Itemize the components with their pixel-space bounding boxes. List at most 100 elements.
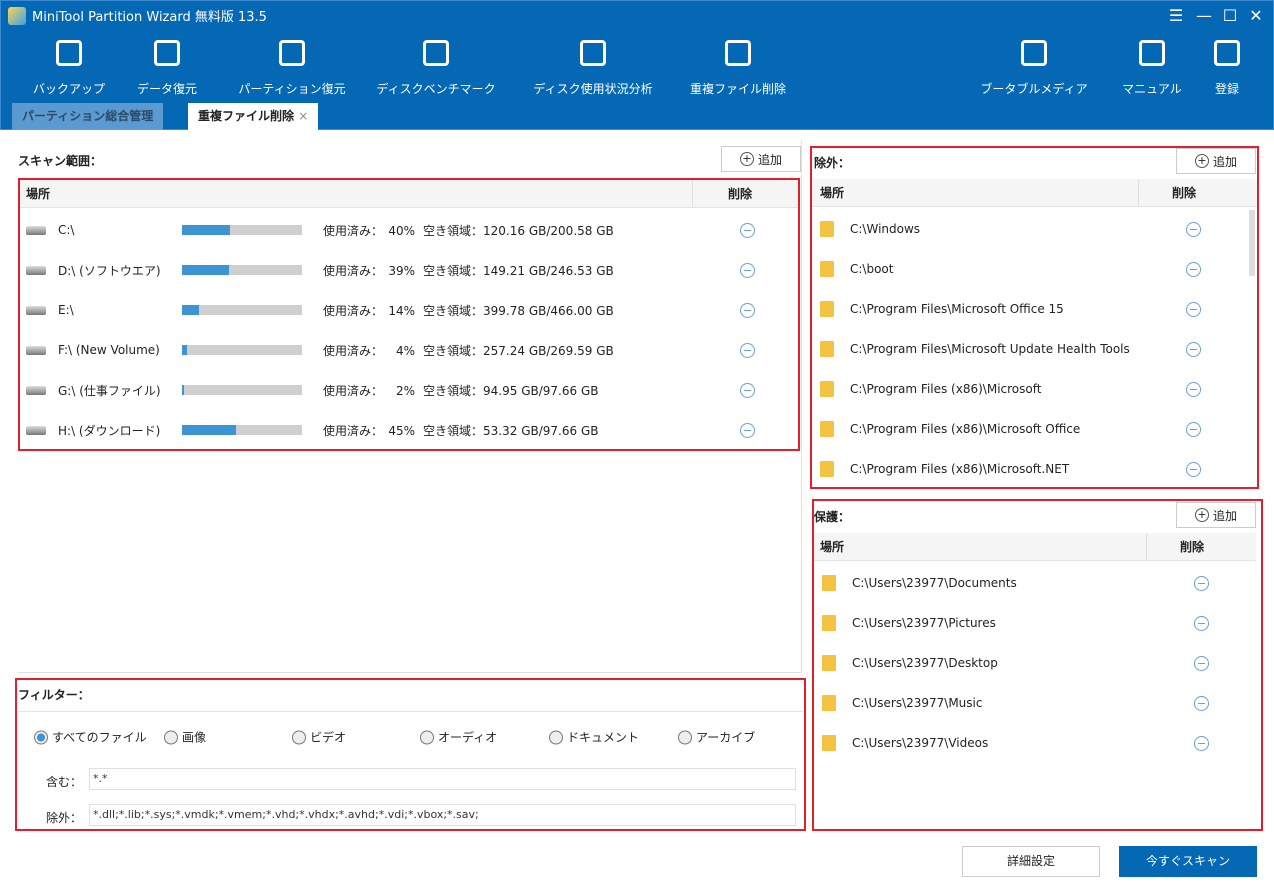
list-item[interactable]: C:\Users\23977\Videos — [814, 723, 1261, 763]
close-button[interactable]: ✕ — [1249, 6, 1263, 25]
remove-icon[interactable] — [1194, 695, 1209, 711]
remove-icon[interactable] — [1186, 221, 1201, 237]
list-item[interactable]: C:\Program Files (x86)\Microsoft — [812, 369, 1257, 409]
scan-add-button[interactable]: + 追加 — [721, 146, 801, 172]
list-item[interactable]: C:\Program Files\Microsoft Office 15 — [812, 289, 1257, 329]
space-value: 149.21 GB/246.53 GB — [483, 263, 614, 278]
folder-icon — [820, 381, 834, 397]
toolbar-disk-benchmark-button[interactable]: ディスクベンチマーク — [367, 38, 505, 97]
remove-icon[interactable] — [1194, 575, 1209, 591]
drive-row[interactable]: E:\ 使用済み： 14% 空き領域：399.78 GB/466.00 GB — [20, 290, 798, 330]
include-input[interactable]: *.* — [89, 768, 796, 790]
filter-option[interactable]: オーディオ — [420, 729, 497, 746]
manual-icon — [1139, 40, 1165, 66]
free-label: 空き領域： — [423, 303, 484, 318]
list-item[interactable]: C:\boot — [812, 249, 1257, 289]
toolbar-partition-recovery-button[interactable]: パーティション復元 — [228, 38, 356, 97]
radio-button[interactable] — [678, 730, 692, 744]
remove-icon[interactable] — [1194, 655, 1209, 671]
drive-row[interactable]: C:\ 使用済み： 40% 空き領域：120.16 GB/200.58 GB — [20, 210, 798, 250]
drive-row[interactable]: H:\ (ダウンロード) 使用済み： 45% 空き領域：53.32 GB/97.66 … — [20, 410, 798, 450]
remove-icon[interactable] — [1194, 735, 1209, 751]
radio-button[interactable] — [549, 730, 563, 744]
menu-icon[interactable]: ☰ — [1168, 6, 1184, 25]
remove-icon[interactable] — [1194, 615, 1209, 631]
used-value: 2% — [395, 383, 416, 398]
exclude-add-button[interactable]: + 追加 — [1176, 148, 1256, 174]
remove-icon[interactable] — [1186, 381, 1201, 397]
radio-button[interactable] — [292, 730, 306, 744]
remove-icon[interactable] — [740, 382, 755, 398]
remove-icon[interactable] — [1186, 341, 1201, 357]
exclude-filter-input[interactable]: *.dll;*.lib;*.sys;*.vmdk;*.vmem;*.vhd;*.… — [89, 804, 796, 826]
remove-icon[interactable] — [1186, 421, 1201, 437]
usage-bar-fill — [182, 305, 199, 315]
remove-icon[interactable] — [740, 222, 755, 238]
option-label: 画像 — [182, 730, 207, 745]
usage-text: 使用済み： 4% 空き領域：257.24 GB/269.59 GB — [323, 342, 614, 359]
toolbar-duplicate-file-button[interactable]: 重複ファイル削除 — [682, 38, 794, 97]
item-path: C:\Program Files (x86)\Microsoft Office — [850, 422, 1081, 436]
drive-row[interactable]: D:\ (ソフトウエア) 使用済み： 39% 空き領域：149.21 GB/246.5… — [20, 250, 798, 290]
item-path: C:\Windows — [850, 222, 921, 236]
filter-option[interactable]: ドキュメント — [549, 729, 639, 746]
list-item[interactable]: C:\Users\23977\Documents — [814, 563, 1261, 603]
remove-icon[interactable] — [1186, 461, 1201, 477]
radio-button[interactable] — [34, 730, 48, 744]
minimize-button[interactable]: — — [1196, 6, 1212, 25]
remove-icon[interactable] — [740, 262, 755, 278]
include-label: 含む： — [46, 775, 83, 789]
toolbar-space-analyzer-button[interactable]: ディスク使用状況分析 — [524, 38, 662, 97]
drive-icon — [26, 425, 46, 435]
item-path: C:\Users\23977\Pictures — [852, 616, 996, 630]
toolbar-manual-button[interactable]: マニュアル — [1116, 38, 1188, 97]
filter-option[interactable]: すべてのファイル — [34, 729, 147, 746]
list-item[interactable]: C:\Program Files\Microsoft Update Health… — [812, 329, 1257, 369]
toolbar-bootable-media-button[interactable]: ブータブルメディア — [972, 38, 1096, 97]
maximize-button[interactable]: ☐ — [1222, 6, 1238, 25]
tab-close-icon[interactable]: × — [298, 109, 309, 123]
free-label: 空き領域： — [423, 343, 484, 358]
drive-row[interactable]: F:\ (New Volume) 使用済み： 4% 空き領域：257.24 GB/26… — [20, 330, 798, 370]
remove-icon[interactable] — [740, 302, 755, 318]
filter-option[interactable]: 画像 — [164, 729, 206, 746]
list-item[interactable]: C:\Users\23977\Pictures — [814, 603, 1261, 643]
advanced-settings-button[interactable]: 詳細設定 — [962, 846, 1100, 877]
drive-row[interactable]: G:\ (仕事ファイル) 使用済み： 2% 空き領域：94.95 GB/97.66 G… — [20, 370, 798, 410]
table-header: 場所 削除 — [812, 179, 1257, 207]
filter-option[interactable]: アーカイブ — [678, 729, 755, 746]
item-path: C:\Program Files (x86)\Microsoft — [850, 382, 1042, 396]
list-item[interactable]: C:\Windows — [812, 209, 1257, 249]
item-path: C:\Users\23977\Desktop — [852, 656, 998, 670]
list-item[interactable]: C:\Program Files (x86)\Microsoft.NET — [812, 449, 1257, 489]
usage-text: 使用済み： 39% 空き領域：149.21 GB/246.53 GB — [323, 262, 614, 279]
toolbar-register-button[interactable]: 登録 — [1208, 38, 1246, 97]
radio-button[interactable] — [164, 730, 178, 744]
usage-bar — [182, 345, 302, 355]
scan-now-button[interactable]: 今すぐスキャン — [1119, 846, 1257, 877]
remove-icon[interactable] — [1186, 261, 1201, 277]
toolbar-label: データ復元 — [136, 82, 197, 96]
toolbar-backup-button[interactable]: バックアップ — [32, 38, 106, 97]
option-label: オーディオ — [438, 730, 498, 745]
scrollbar[interactable] — [1249, 210, 1255, 276]
remove-icon[interactable] — [1186, 301, 1201, 317]
folder-icon — [820, 221, 834, 237]
app-logo-icon — [8, 6, 26, 25]
remove-icon[interactable] — [740, 422, 755, 438]
item-path: C:\Program Files (x86)\Microsoft.NET — [850, 462, 1070, 476]
tab-duplicate-file[interactable]: 重複ファイル削除 × — [188, 103, 319, 130]
list-item[interactable]: C:\Program Files (x86)\Microsoft Office — [812, 409, 1257, 449]
protect-add-button[interactable]: + 追加 — [1176, 502, 1256, 528]
scan-table: 場所 削除 C:\ 使用済み： 40% 空き領域：120.16 GB/200.58 GB… — [18, 178, 800, 451]
used-label: 使用済み： — [323, 263, 384, 278]
radio-button[interactable] — [420, 730, 434, 744]
toolbar-data-recovery-button[interactable]: データ復元 — [132, 38, 202, 97]
remove-icon[interactable] — [740, 342, 755, 358]
list-item[interactable]: C:\Users\23977\Desktop — [814, 643, 1261, 683]
tab-partition-management[interactable]: パーティション総合管理 — [12, 103, 164, 130]
list-item[interactable]: C:\Users\23977\Music — [814, 683, 1261, 723]
filter-option[interactable]: ビデオ — [292, 729, 346, 746]
toolbar-label: バックアップ — [32, 82, 105, 96]
usage-bar-fill — [182, 385, 185, 395]
